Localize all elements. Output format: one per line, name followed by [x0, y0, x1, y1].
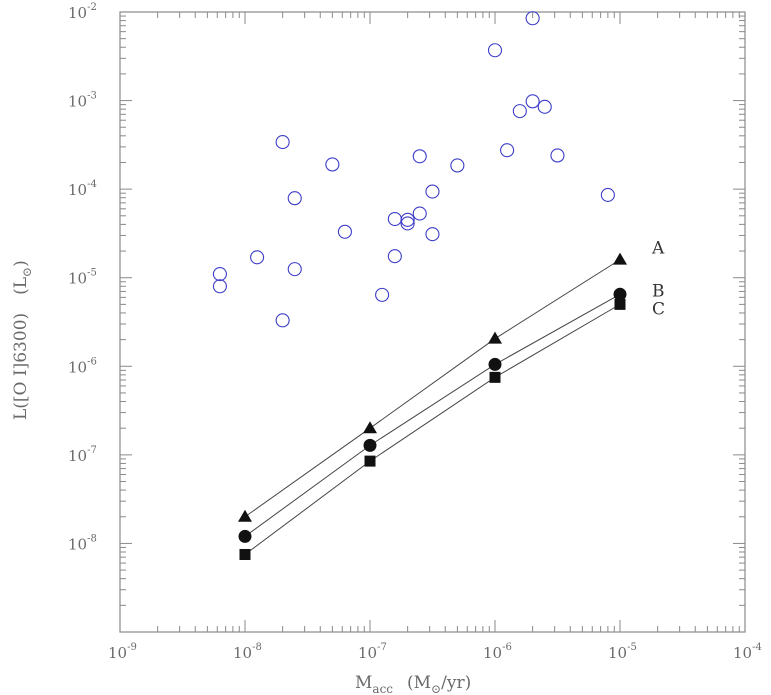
observed-point: [487, 43, 503, 58]
y-tick-label: 10-3: [68, 91, 97, 111]
axis-ticks: [119, 11, 746, 633]
series-label-c: C: [652, 299, 665, 319]
observed-point: [212, 279, 227, 294]
x-axis-units-sub: ⊙: [431, 682, 441, 695]
x-axis-units: (M: [407, 673, 431, 693]
y-axis-units-tail: ): [11, 260, 31, 267]
observed-point: [425, 184, 440, 199]
model-line-b: [244, 293, 621, 537]
observed-point: [537, 99, 552, 114]
x-tick-label: 10-6: [483, 642, 512, 662]
model-marker-b: [363, 438, 377, 452]
model-marker-c: [614, 298, 626, 310]
observed-point: [525, 94, 540, 109]
model-marker-b: [238, 529, 252, 543]
model-marker-c: [364, 455, 376, 467]
y-tick-label: 10-2: [68, 2, 97, 22]
observed-point: [600, 187, 615, 202]
x-axis-title-sub: acc: [372, 682, 393, 695]
observed-point: [387, 211, 402, 227]
plot-frame: [119, 11, 746, 633]
x-tick-label: 10-4: [733, 642, 762, 662]
y-axis-title-main: L([O I]6300): [11, 313, 31, 420]
model-marker-c: [489, 371, 501, 383]
observed-point: [412, 206, 427, 221]
observed-point: [375, 287, 390, 302]
y-tick-label: 10-6: [68, 356, 97, 376]
x-tick-labels: 10-9 10-8 10-7 10-6 10-5 10-4: [108, 642, 762, 662]
observed-point: [287, 191, 302, 206]
model-marker-b: [488, 357, 502, 371]
x-tick-label: 10-5: [608, 642, 637, 662]
observed-point: [337, 224, 352, 239]
y-tick-labels: 10-8 10-7 10-6 10-5 10-4 10-3 10-2: [68, 2, 97, 553]
x-axis-units-tail: /yr): [441, 673, 471, 693]
x-tick-label: 10-9: [108, 642, 137, 662]
series-label-a: A: [651, 239, 665, 259]
y-axis-title: L([O I]6300) (L⊙): [11, 260, 34, 420]
y-tick-label: 10-8: [68, 533, 97, 553]
observed-point: [212, 266, 227, 282]
model-line-a: [244, 259, 621, 518]
observed-point: [400, 212, 415, 227]
model-series: A BC: [238, 239, 665, 560]
observed-point: [400, 216, 415, 231]
observed-point: [412, 149, 427, 164]
observed-point: [450, 158, 465, 173]
observed-point: [275, 313, 290, 328]
observed-point: [500, 143, 515, 158]
observed-point: [387, 249, 402, 264]
observed-points: [212, 11, 615, 328]
observed-point: [525, 11, 540, 26]
x-axis-title-main: M: [355, 673, 372, 693]
observed-point: [287, 262, 302, 277]
model-marker-a: [363, 421, 377, 434]
observed-point: [250, 250, 265, 265]
observed-point: [512, 104, 527, 119]
model-marker-c: [239, 548, 251, 560]
series-label-b: B: [652, 281, 665, 301]
model-marker-a: [238, 509, 252, 522]
y-tick-label: 10-5: [68, 268, 97, 288]
model-line-c: [244, 303, 621, 555]
model-marker-a: [613, 252, 627, 265]
x-tick-label: 10-8: [233, 642, 262, 662]
y-tick-label: 10-7: [68, 445, 97, 465]
y-axis-units: (L: [11, 277, 31, 295]
observed-point: [325, 157, 340, 172]
observed-point: [275, 135, 290, 150]
x-tick-label: 10-7: [358, 642, 387, 662]
model-marker-a: [488, 331, 502, 344]
x-axis-title: Macc (M⊙/yr): [355, 673, 471, 695]
observed-point: [550, 148, 565, 163]
y-tick-label: 10-4: [68, 179, 97, 199]
model-marker-b: [613, 287, 627, 301]
y-axis-units-sub: ⊙: [20, 267, 34, 277]
observed-point: [425, 227, 440, 242]
